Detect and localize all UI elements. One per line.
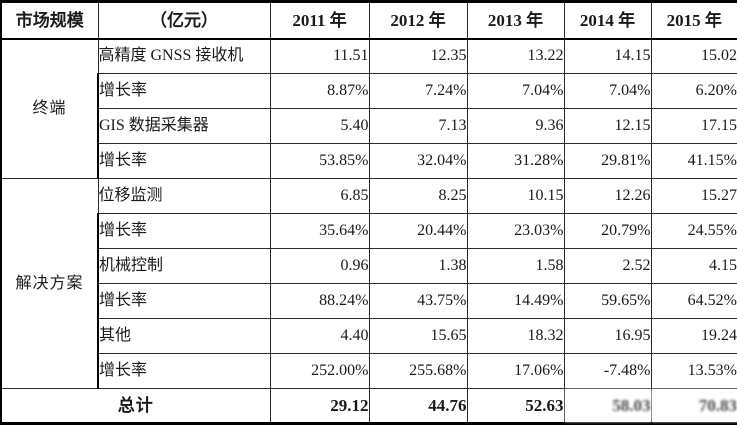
value-cell: 88.24% (269, 283, 370, 319)
value-cell: -7.48% (563, 353, 652, 389)
value-cell: 1.58 (466, 248, 565, 284)
total-value-cell-smudged: 70.83 (650, 388, 737, 425)
value-cell: 14.49% (466, 283, 565, 319)
value-cell: 13.53% (650, 353, 737, 389)
value-cell: 255.68% (368, 353, 468, 389)
header-row: 市场规模 （亿元） 2011 年 2012 年 2013 年 2014 年 20… (0, 0, 737, 40)
table-row: 增长率 252.00% 255.68% 17.06% -7.48% 13.53% (1, 353, 737, 389)
group-label-solutions: 解决方案 (0, 178, 99, 389)
value-cell: 7.24% (368, 73, 468, 109)
value-cell: 6.85 (269, 178, 370, 214)
value-cell: 4.40 (269, 318, 370, 354)
row-label: 其他 (97, 318, 271, 354)
row-label: 位移监测 (97, 178, 271, 214)
value-cell: 17.06% (466, 353, 565, 389)
row-label: 高精度 GNSS 接收机 (97, 38, 271, 74)
value-cell: 29.81% (563, 143, 652, 179)
header-year-2012: 2012 年 (368, 0, 468, 40)
value-cell: 10.15 (466, 178, 565, 214)
row-label: GIS 数据采集器 (97, 108, 271, 144)
value-cell: 12.35 (368, 38, 468, 74)
value-cell: 5.40 (269, 108, 370, 144)
value-cell: 16.95 (563, 318, 652, 354)
value-cell: 4.15 (650, 248, 737, 284)
value-cell: 59.65% (563, 283, 652, 319)
value-cell: 2.52 (563, 248, 652, 284)
table-row: 增长率 35.64% 20.44% 23.03% 20.79% 24.55% (1, 213, 737, 249)
value-cell: 64.52% (650, 283, 737, 319)
value-cell: 24.55% (650, 213, 737, 249)
value-cell: 53.85% (269, 143, 370, 179)
row-label: 机械控制 (97, 248, 271, 284)
table-row: 增长率 88.24% 43.75% 14.49% 59.65% 64.52% (1, 283, 737, 319)
value-cell: 20.79% (563, 213, 652, 249)
header-market-size: 市场规模 (0, 0, 99, 40)
table-row: 终端 高精度 GNSS 接收机 11.51 12.35 13.22 14.15 … (0, 38, 737, 179)
value-cell: 43.75% (368, 283, 468, 319)
value-cell: 252.00% (269, 353, 370, 389)
value-cell: 32.04% (368, 143, 468, 179)
table-row: 其他 4.40 15.65 18.32 16.95 19.24 (1, 318, 737, 354)
group-label-terminal: 终端 (0, 38, 99, 179)
table-row: GIS 数据采集器 5.40 7.13 9.36 12.15 17.15 (1, 108, 737, 144)
value-cell: 12.15 (563, 108, 652, 144)
value-cell: 12.26 (563, 178, 652, 214)
row-label: 增长率 (97, 283, 271, 319)
value-cell: 7.13 (368, 108, 468, 144)
value-cell: 8.25 (368, 178, 468, 214)
value-cell: 14.15 (563, 38, 652, 74)
row-label: 增长率 (97, 353, 271, 389)
value-cell: 9.36 (466, 108, 565, 144)
value-cell: 19.24 (650, 318, 737, 354)
value-cell: 8.87% (269, 73, 370, 109)
total-label: 总计 (0, 388, 271, 425)
table-row: 增长率 8.87% 7.24% 7.04% 7.04% 6.20% (1, 73, 737, 109)
value-cell: 20.44% (368, 213, 468, 249)
value-cell: 13.22 (466, 38, 565, 74)
value-cell: 15.65 (368, 318, 468, 354)
value-cell: 23.03% (466, 213, 565, 249)
total-value-cell: 44.76 (368, 388, 468, 425)
header-year-2015: 2015 年 (650, 0, 737, 40)
header-year-2011: 2011 年 (269, 0, 370, 40)
value-cell: 1.38 (368, 248, 468, 284)
table-row: 机械控制 0.96 1.38 1.58 2.52 4.15 (1, 248, 737, 284)
header-unit: （亿元） (97, 0, 271, 40)
table-row: 增长率 53.85% 32.04% 31.28% 29.81% 41.15% (1, 143, 737, 179)
row-label: 增长率 (97, 143, 271, 179)
total-value-cell-smudged: 58.03 (563, 388, 652, 425)
value-cell: 7.04% (563, 73, 652, 109)
value-cell: 41.15% (650, 143, 737, 179)
value-cell: 6.20% (650, 73, 737, 109)
value-cell: 7.04% (466, 73, 565, 109)
value-cell: 15.02 (650, 38, 737, 74)
value-cell: 31.28% (466, 143, 565, 179)
value-cell: 15.27 (650, 178, 737, 214)
row-label: 增长率 (97, 213, 271, 249)
table-row: 解决方案 位移监测 6.85 8.25 10.15 12.26 15.27 (0, 178, 737, 389)
value-cell: 0.96 (269, 248, 370, 284)
header-year-2013: 2013 年 (466, 0, 565, 40)
total-value-cell: 29.12 (269, 388, 370, 425)
value-cell: 17.15 (650, 108, 737, 144)
value-cell: 35.64% (269, 213, 370, 249)
row-label: 增长率 (97, 73, 271, 109)
value-cell: 11.51 (269, 38, 370, 74)
value-cell: 18.32 (466, 318, 565, 354)
header-year-2014: 2014 年 (563, 0, 652, 40)
total-row: 总计 29.12 44.76 52.63 58.03 70.83 (0, 388, 737, 425)
total-value-cell: 52.63 (466, 388, 565, 425)
